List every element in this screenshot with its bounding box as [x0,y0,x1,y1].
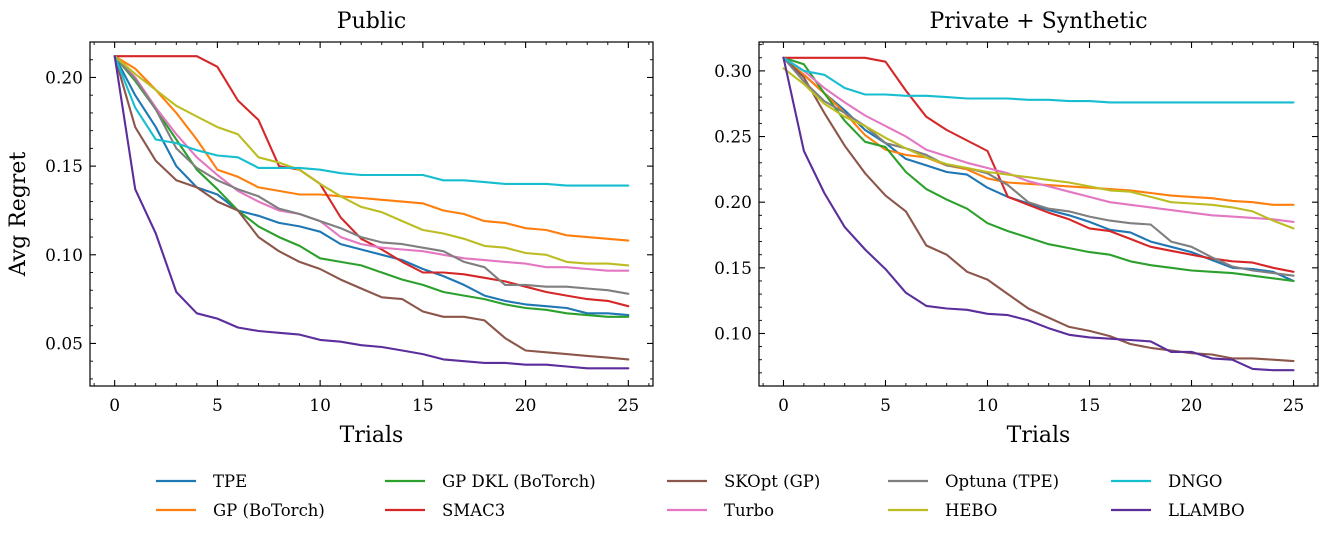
y-tick-label: 0.05 [45,334,83,354]
y-tick-label: 0.15 [714,259,752,279]
legend: TPE GP (BoTorch) GP DKL (BoTorch) SMAC3 SKOp… [156,472,1245,520]
panel-public: 0 5 10 15 20 25 0.05 0.10 0.15 0.20 Public Trials Av… [6,9,654,448]
y-tick-label: 0.10 [45,246,83,266]
legend-label: Turbo [724,501,774,520]
panel-title: Public [337,9,406,34]
legend-label: DNGO [1168,472,1222,491]
y-tick-label: 0.10 [714,324,752,344]
y-tick-label: 0.30 [714,62,752,82]
legend-item-smac3: SMAC3 [385,501,505,520]
legend-item-gp-botorch: GP (BoTorch) [156,501,325,520]
legend-label: SMAC3 [442,501,505,520]
series-line-gp-botorch [113,55,630,242]
series-line-skopt-gp [113,55,630,361]
series-line-dngo [113,55,630,187]
x-tick-label: 20 [515,396,537,416]
y-tick-label: 0.20 [45,68,83,88]
x-axis-label: Trials [340,423,404,448]
legend-label: HEBO [945,501,997,520]
y-tick-label: 0.15 [45,157,83,177]
legend-label: SKOpt (GP) [724,472,820,491]
plot-frame [89,41,654,387]
series-line-turbo [113,55,630,272]
legend-item-gp-dkl-botorch: GP DKL (BoTorch) [385,472,596,491]
y-axis-label: Avg Regret [6,152,31,278]
legend-item-dngo: DNGO [1111,472,1222,491]
x-tick-label: 25 [1283,396,1305,416]
series-line-turbo [782,56,1295,223]
series-group [782,56,1295,372]
legend-label: TPE [213,472,247,491]
legend-item-llambo: LLAMBO [1111,501,1245,520]
x-tick-label: 20 [1181,396,1203,416]
legend-item-hebo: HEBO [888,501,997,520]
x-axis-label: Trials [1007,423,1071,448]
x-tick-label: 0 [778,396,789,416]
plot-frame [758,41,1319,387]
series-line-smac3 [113,55,630,308]
x-tick-label: 5 [880,396,891,416]
x-tick-label: 25 [618,396,640,416]
legend-label: LLAMBO [1168,501,1245,520]
legend-label: GP DKL (BoTorch) [442,472,596,491]
series-line-llambo [782,56,1295,372]
series-line-skopt-gp [782,56,1295,363]
legend-item-turbo: Turbo [667,501,774,520]
legend-item-tpe: TPE [156,472,247,491]
series-line-tpe [782,56,1295,283]
x-tick-label: 5 [212,396,223,416]
series-line-llambo [113,55,630,370]
legend-item-skopt-gp: SKOpt (GP) [667,472,820,491]
series-group [113,55,630,370]
legend-label: GP (BoTorch) [213,501,325,520]
series-line-gp-dkl-botorch [782,56,1295,283]
x-tick-label: 15 [1079,396,1101,416]
y-tick-label: 0.20 [714,193,752,213]
x-tick-label: 10 [977,396,999,416]
panel-title: Private + Synthetic [929,9,1147,34]
series-line-hebo [113,55,630,267]
legend-label: Optuna (TPE) [945,472,1059,491]
y-tick-label: 0.25 [714,128,752,148]
series-line-dngo [782,56,1295,104]
legend-item-optuna-tpe: Optuna (TPE) [888,472,1059,491]
series-line-optuna-tpe [113,55,630,295]
x-tick-label: 15 [412,396,434,416]
panel-private-synthetic: 0 5 10 15 20 25 0.10 0.15 0.20 0.25 0.30 Private + … [714,9,1319,448]
series-line-gp-dkl-botorch [113,55,630,318]
x-tick-label: 0 [109,396,120,416]
series-line-hebo [782,67,1295,230]
series-line-smac3 [782,56,1295,273]
x-tick-label: 10 [309,396,331,416]
